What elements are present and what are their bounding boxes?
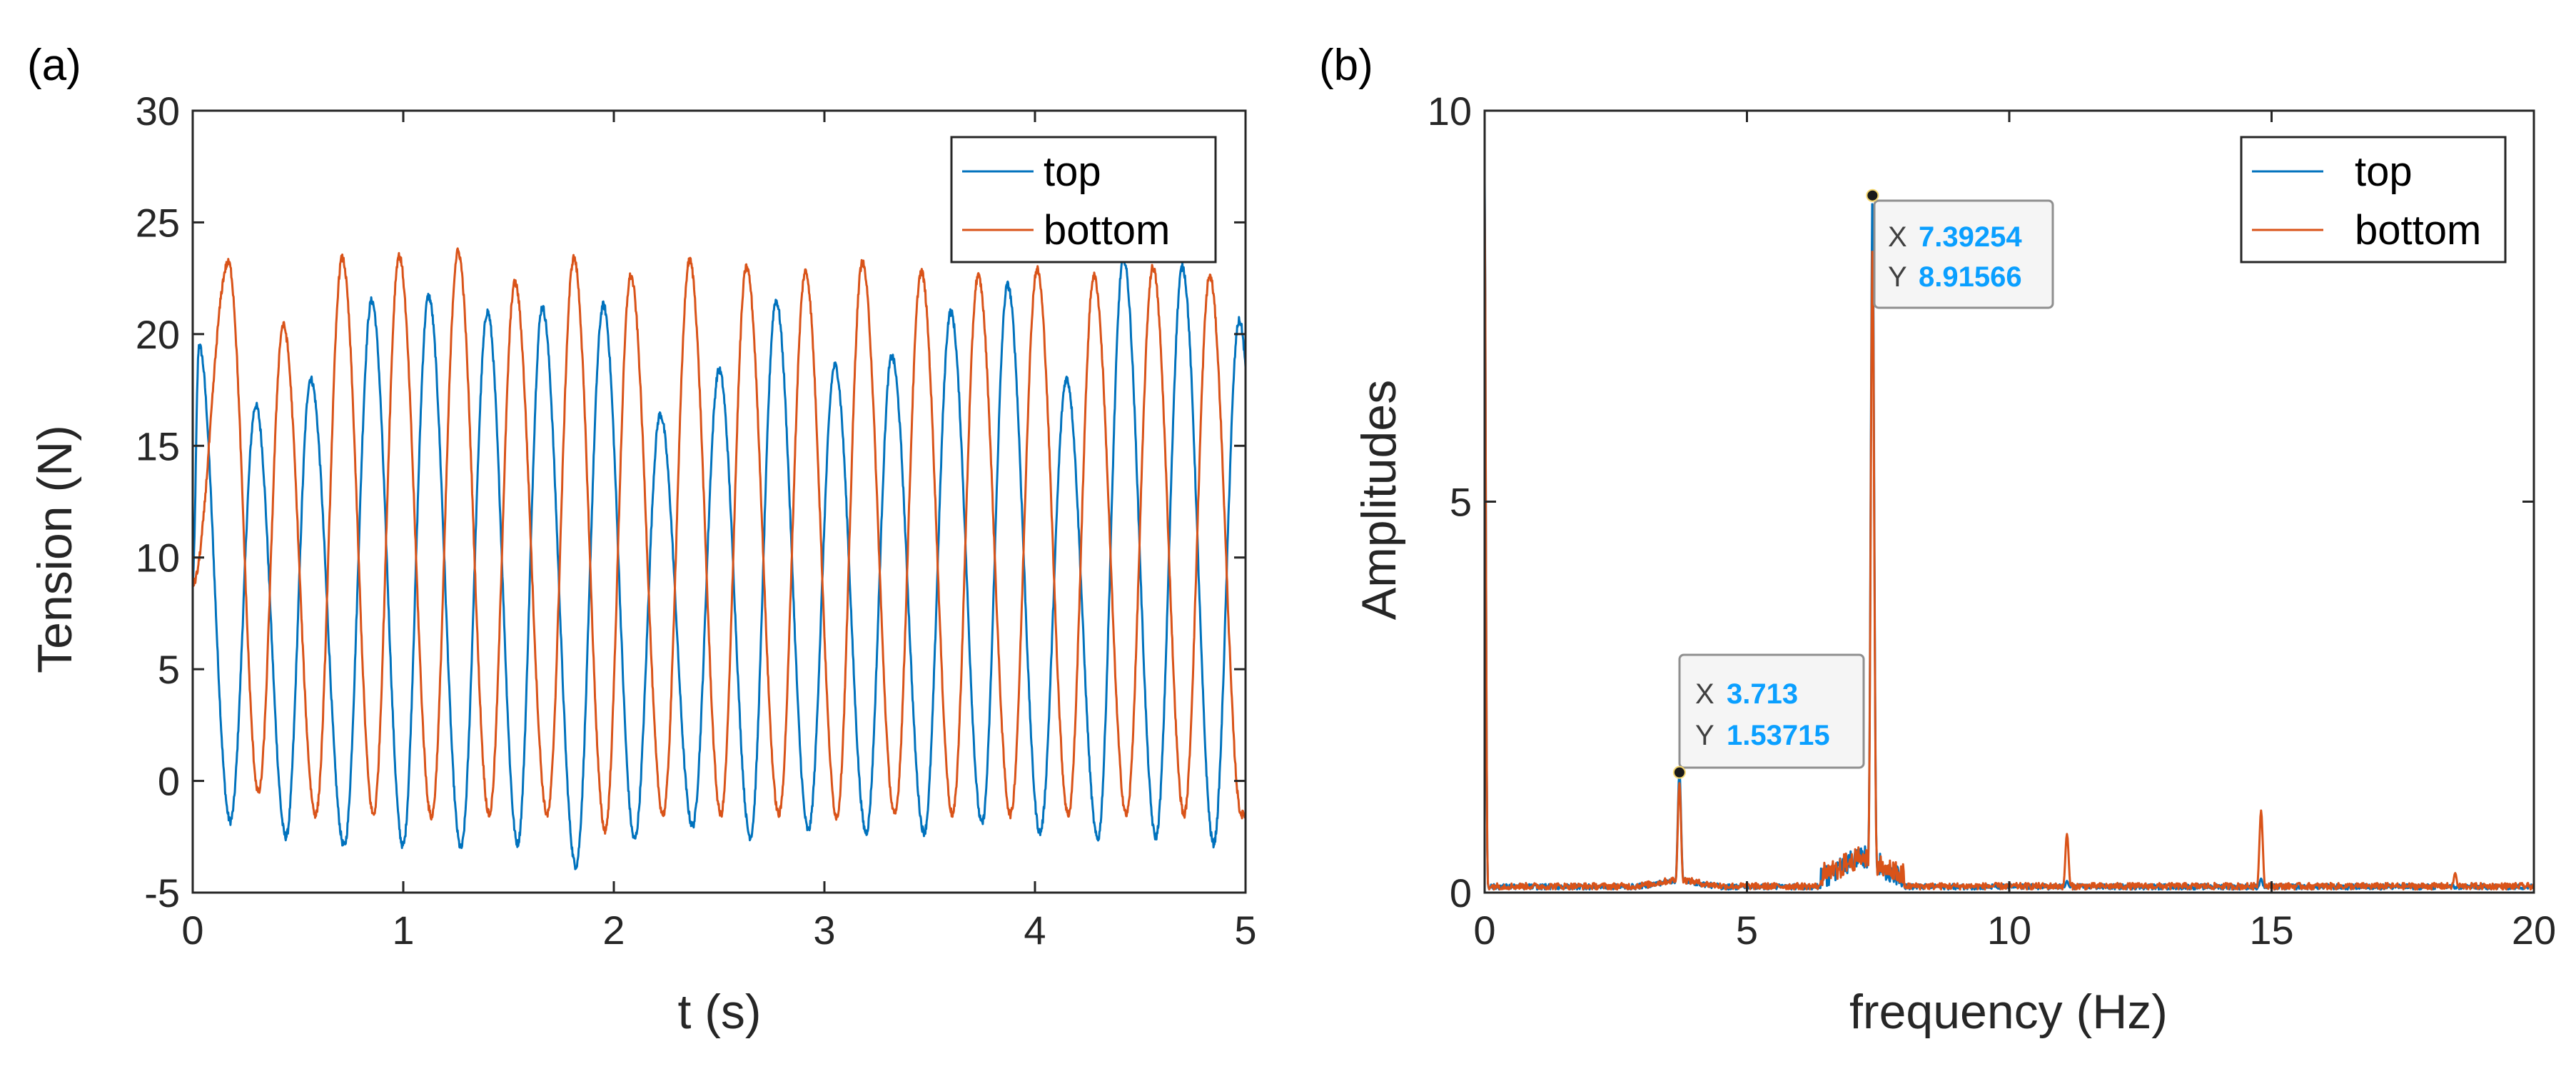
panel-a-legend-top-label: top bbox=[1044, 149, 1101, 195]
panel-b-y-tick-label: 10 bbox=[1428, 89, 1472, 134]
panel-b-y-tick-label: 0 bbox=[1450, 870, 1472, 915]
panel-b-legend: top bottom bbox=[2240, 136, 2507, 264]
panel-b-y-axis-label: Amplitudes bbox=[1352, 380, 1406, 620]
datatip-3-713-box bbox=[1678, 653, 1865, 769]
panel-b-x-tick-label: 10 bbox=[1987, 908, 2031, 953]
datatip-3-713-y-value: 1.53715 bbox=[1727, 720, 1830, 751]
panel-a-x-tick-label: 3 bbox=[813, 908, 835, 953]
panel-a-series-top-line bbox=[192, 253, 1247, 870]
datatip-3-713-x-value: 3.713 bbox=[1727, 678, 1798, 710]
panel-a-y-tick-label: 5 bbox=[158, 647, 180, 692]
datatip-7-39254-y-value: 8.91566 bbox=[1919, 261, 2022, 293]
datatip-7-39254-x-label: X bbox=[1888, 221, 1907, 253]
panel-a-x-tick-label: 0 bbox=[181, 908, 203, 953]
panel-a-y-tick-label: 10 bbox=[136, 536, 180, 581]
panel-b-legend-bottom-label: bottom bbox=[2355, 207, 2481, 254]
datatip-7-39254-marker[interactable] bbox=[1866, 189, 1879, 202]
datatip-3-713-y-label: Y bbox=[1695, 720, 1714, 751]
panel-a-x-tick-label: 4 bbox=[1024, 908, 1046, 953]
panel-a-label: (a) bbox=[27, 41, 81, 90]
panel-a-y-tick-label: -5 bbox=[144, 870, 180, 915]
panel-b-y-tick-label: 5 bbox=[1450, 480, 1472, 525]
panel-a-axes-box bbox=[191, 109, 1247, 894]
panel-b-label: (b) bbox=[1319, 41, 1373, 90]
panel-a-x-axis-label: t (s) bbox=[677, 985, 761, 1039]
datatip-7-39254-x-value: 7.39254 bbox=[1919, 221, 2022, 253]
panel-a-y-tick-label: 30 bbox=[136, 89, 180, 134]
panel-b-x-tick-label: 20 bbox=[2512, 908, 2556, 953]
datatip-7-39254-box bbox=[1873, 199, 2054, 309]
panel-b-legend-box bbox=[2240, 136, 2507, 264]
datatip-7-39254[interactable]: X 7.39254 Y 8.91566 bbox=[1866, 189, 2054, 309]
panel-a-x-tick-label: 2 bbox=[602, 908, 625, 953]
datatip-3-713-x-label: X bbox=[1695, 678, 1714, 710]
panel-a-legend-bottom-label: bottom bbox=[1044, 207, 1170, 254]
panel-a-legend-box bbox=[950, 136, 1217, 264]
panel-b-legend-top-label: top bbox=[2355, 149, 2413, 195]
datatip-7-39254-y-label: Y bbox=[1888, 261, 1907, 293]
panel-b-x-axis-label: frequency (Hz) bbox=[1849, 985, 2168, 1039]
panel-a-legend: top bottom bbox=[950, 136, 1217, 264]
panel-a-y-tick-label: 15 bbox=[136, 423, 180, 468]
panel-b-x-tick-label: 15 bbox=[2249, 908, 2293, 953]
panel-a-y-axis-label: Tension (N) bbox=[28, 425, 82, 673]
panel-b-x-tick-label: 0 bbox=[1473, 908, 1495, 953]
panel-b: (b) 0 5 10 15 20 0 5 10 frequency (Hz) Amplitud… bbox=[1319, 41, 2556, 1039]
panel-b-axes: 0 5 10 15 20 0 5 10 bbox=[1428, 89, 2556, 953]
panel-a-y-tick-label: 0 bbox=[158, 759, 180, 804]
panel-b-x-tick-label: 5 bbox=[1736, 908, 1758, 953]
panel-a-plot-area bbox=[191, 247, 1247, 870]
datatip-3-713[interactable]: X 3.713 Y 1.53715 bbox=[1672, 653, 1865, 779]
panel-a-y-tick-label: 20 bbox=[136, 312, 180, 357]
panel-a-x-tick-label: 1 bbox=[392, 908, 414, 953]
panel-a-series-bottom-line bbox=[191, 247, 1247, 835]
datatip-3-713-marker[interactable] bbox=[1672, 766, 1686, 779]
panel-a-x-tick-label: 5 bbox=[1234, 908, 1256, 953]
panel-a-y-tick-label: 25 bbox=[136, 200, 180, 245]
